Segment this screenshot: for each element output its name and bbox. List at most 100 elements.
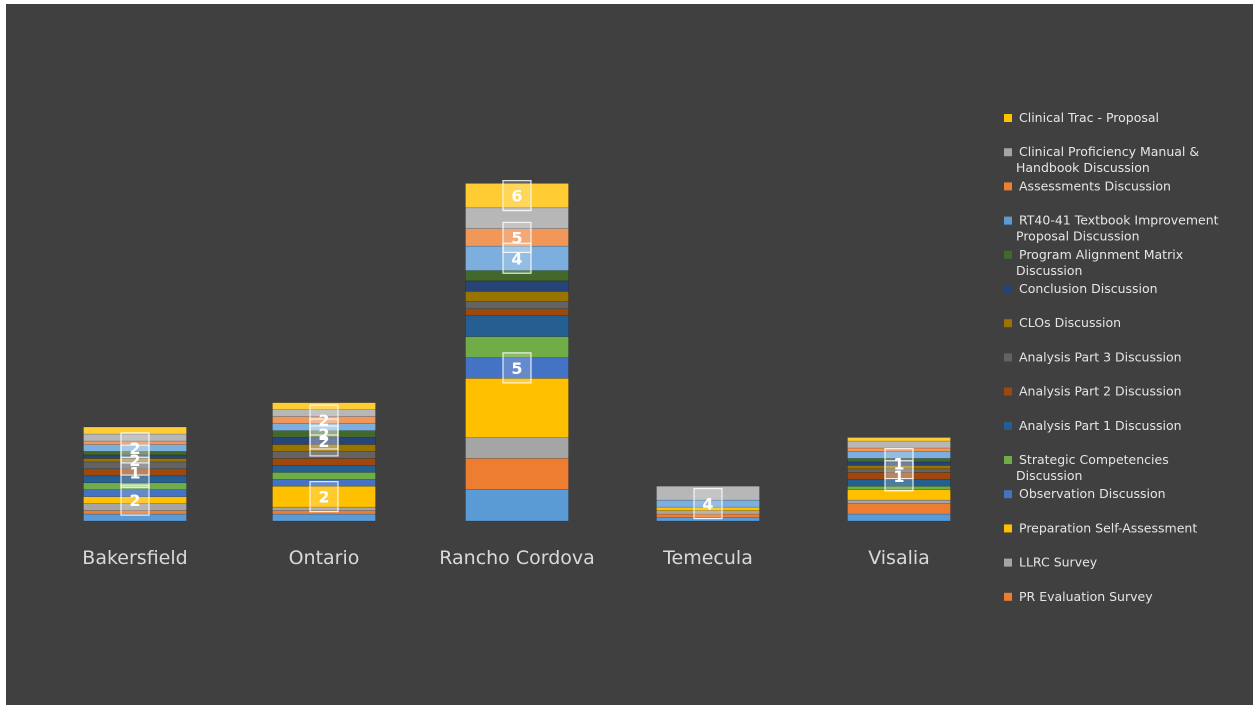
data-label-ontario-clinical-proficiency-manual-handbook-discussion: 2 <box>309 404 339 436</box>
bar-rancho-cordova-pr-evaluation-survey <box>465 489 569 522</box>
chart-frame: 212222225456411 BakersfieldOntarioRancho… <box>6 4 1253 705</box>
legend-item-rt40-41-textbook-improvement-proposal-discussion: RT40-41 Textbook Improvement Proposal Dis… <box>1004 213 1219 244</box>
bar-visalia-preparation-self-assessment <box>847 499 951 504</box>
legend-item-observation-discussion: Observation Discussion <box>1004 486 1166 501</box>
legend-item-analysis-part-3-discussion: Analysis Part 3 Discussion <box>1004 349 1182 364</box>
legend-swatch <box>1004 456 1012 464</box>
bar-visalia-clinical-trac-proposal <box>847 440 951 449</box>
svg-text:1: 1 <box>893 455 904 474</box>
data-label-rancho-cordova-clinical-proficiency-manual-handbook-discussion: 5 <box>502 221 532 253</box>
legend-label: LLRC Survey <box>1019 555 1098 570</box>
legend-swatch <box>1004 250 1012 259</box>
legend-item-clos-discussion: CLOs Discussion <box>1004 315 1121 330</box>
data-label-bakersfield-conclusion-discussion: 2 <box>120 444 150 476</box>
svg-text:5: 5 <box>511 228 522 247</box>
legend-swatch <box>1004 421 1012 430</box>
legend-swatch <box>1004 353 1012 362</box>
legend-label: Preparation Self-Assessment <box>1019 520 1197 535</box>
bar-temecula-clinical-trac-proposal <box>656 485 760 501</box>
legend-swatch <box>1004 319 1012 328</box>
category-axis: Bakersfield Ontario Rancho Cordova Temecula… <box>82 547 930 569</box>
bar-ontario-pr-evaluation-survey-top <box>272 402 376 411</box>
category-label-ontario: Ontario <box>289 547 360 569</box>
svg-text:1: 1 <box>893 467 904 486</box>
bar-rancho-cordova-analysis-part-3-discussion <box>465 308 569 317</box>
legend-swatch <box>1004 148 1012 157</box>
bar-rancho-cordova-pr-evaluation-survey-top <box>465 183 569 209</box>
data-label-rancho-cordova-assessments-discussion: 4 <box>502 242 532 274</box>
svg-text:4: 4 <box>511 249 522 268</box>
legend-item-clinical-trac-proposal: Clinical Trac - Proposal <box>1004 110 1159 125</box>
bar-rancho-cordova-preparation-self-assessment <box>465 437 569 459</box>
legend-swatch <box>1004 524 1012 533</box>
legend-item-pr-evaluation-survey: PR Evaluation Survey <box>1004 589 1153 604</box>
legend-swatch <box>1004 490 1012 499</box>
svg-text:2: 2 <box>129 451 140 470</box>
category-label-visalia: Visalia <box>868 547 930 569</box>
bar-ontario-analysis-part-2-discussion <box>272 464 376 473</box>
legend-label: Analysis Part 2 Discussion <box>1019 384 1182 399</box>
data-label-visalia-analysis-part-3-discussion: 1 <box>884 460 914 492</box>
svg-text:5: 5 <box>511 359 522 378</box>
legend-label: Conclusion Discussion <box>1019 281 1158 296</box>
bar-ontario-analysis-part-3-discussion <box>272 458 376 466</box>
bar-visalia-llrc-survey <box>847 503 951 515</box>
legend-item-preparation-self-assessment: Preparation Self-Assessment <box>1004 520 1197 535</box>
svg-text:2: 2 <box>318 411 329 430</box>
legend-swatch <box>1004 387 1012 396</box>
data-label-temecula-assessments-discussion: 4 <box>693 488 723 520</box>
legend-swatch <box>1004 285 1012 293</box>
legend-label: Program Alignment Matrix Discussion <box>1016 247 1183 278</box>
category-label-temecula: Temecula <box>662 547 753 569</box>
data-label-bakersfield-observation-discussion: 2 <box>120 484 150 516</box>
legend-swatch <box>1004 114 1012 122</box>
bar-visalia-pr-evaluation-survey-top <box>847 437 951 442</box>
bar-rancho-cordova-observation-discussion <box>465 377 569 438</box>
legend-item-analysis-part-2-discussion: Analysis Part 2 Discussion <box>1004 384 1182 399</box>
category-label-rancho-cordova: Rancho Cordova <box>439 547 595 569</box>
bar-rancho-cordova-program-alignment-matrix-discussion <box>465 280 569 292</box>
bar-ontario-analysis-part-1-discussion <box>272 471 376 480</box>
data-label-bakersfield-assessments-discussion: 2 <box>120 432 150 464</box>
svg-text:2: 2 <box>318 432 329 451</box>
legend-label: Analysis Part 1 Discussion <box>1019 418 1182 433</box>
bar-rancho-cordova-analysis-part-2-discussion <box>465 315 569 337</box>
legend-label: PR Evaluation Survey <box>1019 589 1153 604</box>
bar-bakersfield-pr-evaluation-survey-top <box>83 426 187 435</box>
stacked-bar-chart: 212222225456411 BakersfieldOntarioRancho… <box>82 110 1219 604</box>
category-label-bakersfield: Bakersfield <box>82 547 187 569</box>
bar-visalia-pr-evaluation-survey <box>847 513 951 522</box>
bar-rancho-cordova-assessments-discussion <box>465 245 569 271</box>
legend-label: RT40-41 Textbook Improvement Proposal Dis… <box>1016 213 1219 244</box>
legend-item-strategic-competencies-discussion: Strategic Competencies Discussion <box>1004 452 1169 483</box>
legend-label: Clinical Trac - Proposal <box>1019 110 1159 125</box>
legend: Clinical Trac - Proposal Clinical Profici… <box>1004 110 1219 604</box>
data-labels-group: 212222225456411 <box>120 180 914 520</box>
legend-label: Observation Discussion <box>1019 486 1166 501</box>
legend-swatch <box>1004 592 1012 601</box>
data-label-rancho-cordova-strategic-competencies-discussion: 5 <box>502 352 532 384</box>
svg-text:6: 6 <box>511 187 522 206</box>
svg-text:2: 2 <box>318 488 329 507</box>
legend-label: Clinical Proficiency Manual & Handbook Di… <box>1016 144 1199 175</box>
bar-rancho-cordova-conclusion-discussion <box>465 290 569 302</box>
legend-swatch <box>1004 558 1012 567</box>
legend-swatch <box>1004 216 1012 225</box>
svg-text:2: 2 <box>129 439 140 458</box>
legend-item-llrc-survey: LLRC Survey <box>1004 555 1098 570</box>
legend-label: Analysis Part 3 Discussion <box>1019 349 1182 364</box>
data-label-ontario-observation-discussion: 2 <box>309 481 339 513</box>
legend-item-clinical-proficiency-manual-handbook-discussion: Clinical Proficiency Manual & Handbook Di… <box>1004 144 1199 175</box>
legend-item-conclusion-discussion: Conclusion Discussion <box>1004 281 1158 296</box>
data-label-ontario-rt40-41-textbook-improvement-proposal-discussion: 2 <box>309 418 339 450</box>
legend-label: Assessments Discussion <box>1019 178 1171 193</box>
bar-rancho-cordova-clos-discussion <box>465 301 569 310</box>
legend-swatch <box>1004 182 1012 191</box>
bars-group <box>83 183 951 522</box>
legend-item-program-alignment-matrix-discussion: Program Alignment Matrix Discussion <box>1004 247 1183 278</box>
legend-item-analysis-part-1-discussion: Analysis Part 1 Discussion <box>1004 418 1182 433</box>
data-label-rancho-cordova-pr-evaluation-survey-top: 6 <box>502 180 532 212</box>
data-label-visalia-program-alignment-matrix-discussion: 1 <box>884 447 914 480</box>
svg-text:1: 1 <box>129 463 140 482</box>
legend-label: CLOs Discussion <box>1019 315 1121 330</box>
